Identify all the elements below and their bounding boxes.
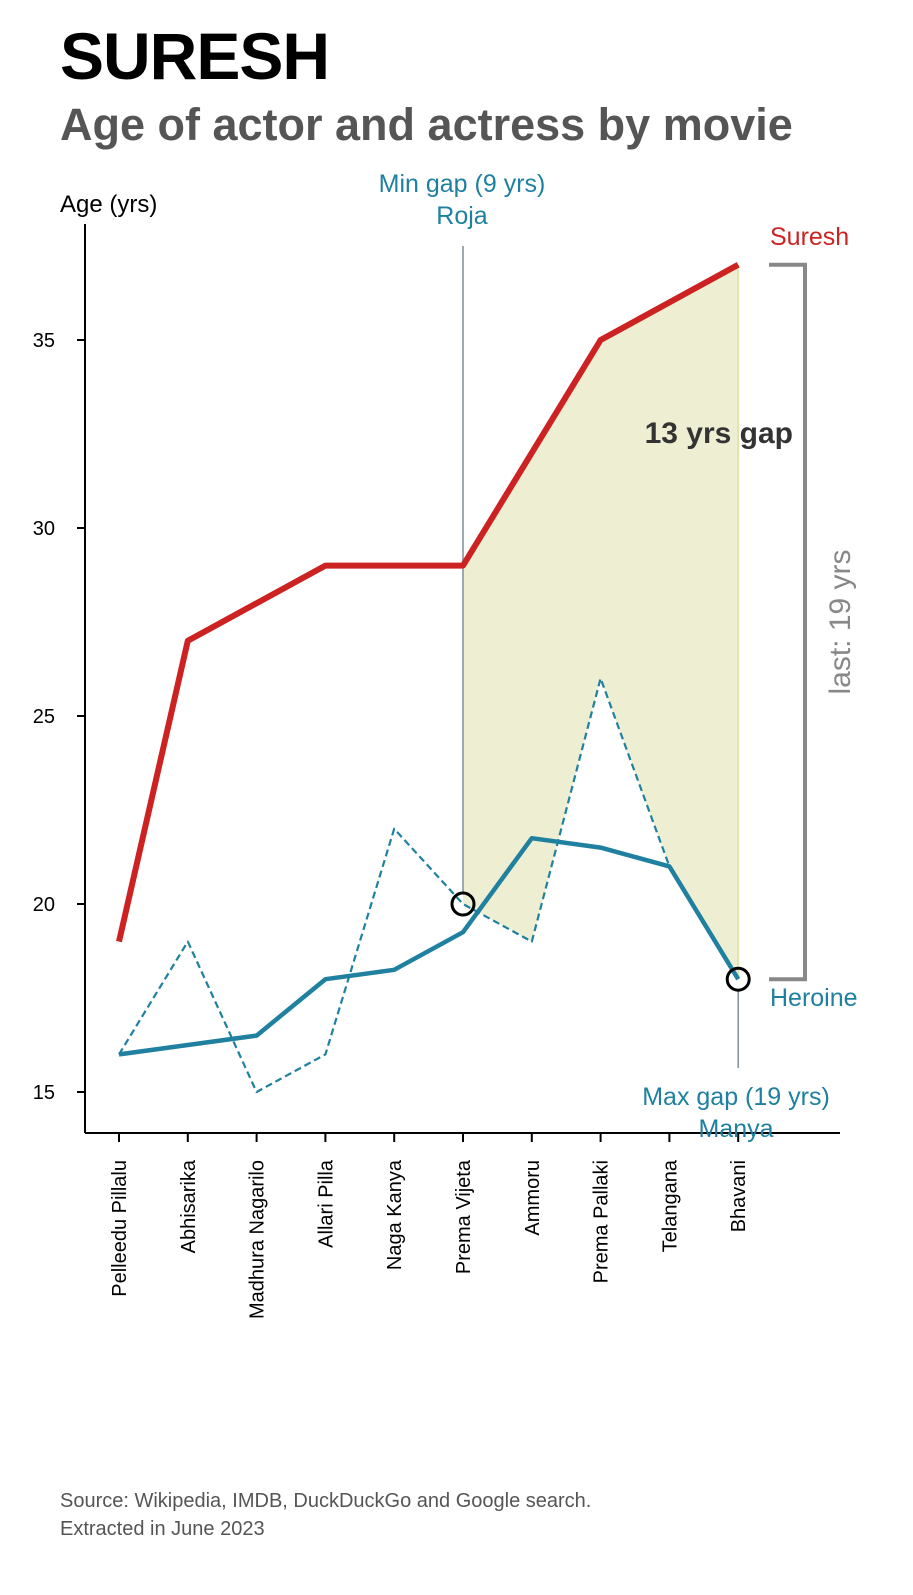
x-tick-label: Abhisarika	[178, 1159, 200, 1253]
suresh-age-line	[116, 262, 740, 943]
max-gap-label: Max gap (19 yrs)	[642, 1083, 830, 1111]
y-tick-label: 35	[33, 330, 55, 352]
min-gap-marker	[450, 891, 476, 917]
annotation-labels: Min gap (9 yrs) Roja Max gap (19 yrs) Ma…	[379, 170, 858, 1143]
x-tick-label: Pelleedu Pillalu	[109, 1160, 131, 1297]
min-gap-movie-label: Roja	[436, 202, 488, 230]
y-tick-label: 30	[33, 518, 55, 540]
markers	[450, 891, 751, 992]
x-tick-label: Prema Pallaki	[591, 1160, 613, 1283]
gap-label: 13 yrs gap	[645, 417, 793, 450]
x-tick-label: Naga Kanya	[384, 1159, 406, 1270]
y-tick-label: 25	[33, 706, 55, 728]
gap-shade-area	[463, 264, 739, 980]
chart-subtitle: Age of actor and actress by movie	[60, 99, 793, 150]
x-tick-label: Prema Vijeta	[453, 1159, 475, 1274]
heroine-series-label: Heroine	[770, 984, 858, 1012]
max-gap-marker	[725, 966, 751, 992]
heroine-age-dashed-line	[118, 677, 740, 1094]
last-gap-bracket	[769, 262, 807, 982]
gap-shade-layer	[463, 264, 739, 980]
max-gap-movie-label: Manya	[698, 1115, 773, 1143]
source-line-1: Source: Wikipedia, IMDB, DuckDuckGo and …	[60, 1490, 592, 1512]
annotation-guides	[462, 246, 807, 1068]
x-tick-label: Madhura Nagarilo	[247, 1160, 269, 1319]
chart-title: SURESH	[60, 19, 330, 93]
last-gap-label: last: 19 yrs	[824, 549, 857, 694]
suresh-series-label: Suresh	[770, 223, 849, 251]
x-tick-label: Ammoru	[522, 1160, 544, 1236]
ticks: 15 20 25 30 35 Pelleedu Pillalu Abhisarika Madh…	[33, 330, 750, 1319]
min-gap-label: Min gap (9 yrs)	[379, 170, 546, 198]
x-tick-label: Telangana	[659, 1159, 681, 1252]
source-note: Source: Wikipedia, IMDB, DuckDuckGo and …	[60, 1487, 591, 1543]
x-tick-label: Bhavani	[728, 1160, 750, 1232]
x-tick-label: Allari Pilla	[315, 1159, 337, 1248]
y-tick-label: 20	[33, 894, 55, 916]
y-axis-label: Age (yrs)	[60, 191, 157, 218]
source-line-2: Extracted in June 2023	[60, 1518, 265, 1540]
y-tick-label: 15	[33, 1082, 55, 1104]
line-chart: Age (yrs) 15 20 25 30 35 Pelleedu Pillalu Abhi…	[33, 170, 858, 1319]
series-lines	[116, 262, 741, 1094]
heroine-trend-line	[118, 835, 741, 1057]
